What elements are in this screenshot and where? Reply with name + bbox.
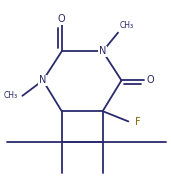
Text: O: O xyxy=(58,14,65,24)
Text: N: N xyxy=(99,46,106,56)
Text: CH₃: CH₃ xyxy=(120,21,134,30)
Text: O: O xyxy=(147,75,154,85)
Text: F: F xyxy=(135,117,141,127)
Text: N: N xyxy=(39,75,47,85)
Text: CH₃: CH₃ xyxy=(4,91,18,100)
